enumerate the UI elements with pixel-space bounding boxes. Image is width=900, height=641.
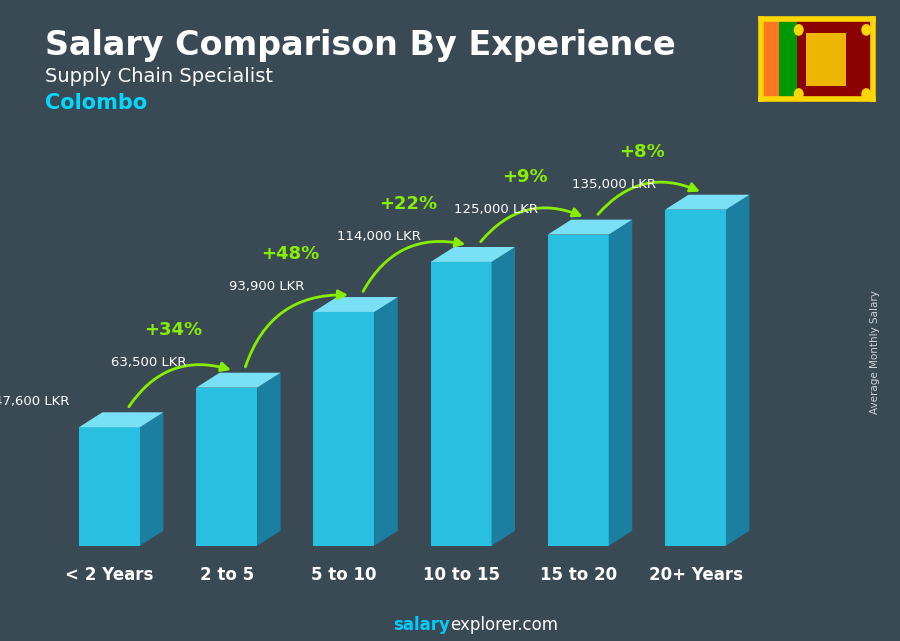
- Bar: [196, 388, 257, 545]
- Text: explorer.com: explorer.com: [450, 616, 558, 634]
- Text: 20+ Years: 20+ Years: [649, 565, 742, 584]
- Polygon shape: [140, 412, 164, 545]
- Text: 2 to 5: 2 to 5: [200, 565, 254, 584]
- Polygon shape: [608, 220, 632, 545]
- Text: +9%: +9%: [502, 168, 548, 186]
- Polygon shape: [196, 372, 281, 388]
- Text: 15 to 20: 15 to 20: [540, 565, 617, 584]
- Polygon shape: [430, 247, 515, 262]
- Bar: [430, 262, 491, 545]
- Text: +22%: +22%: [379, 195, 436, 213]
- Bar: [778, 19, 796, 99]
- Text: 5 to 10: 5 to 10: [311, 565, 376, 584]
- Polygon shape: [491, 247, 515, 545]
- Text: 135,000 LKR: 135,000 LKR: [572, 178, 656, 191]
- Text: Salary Comparison By Experience: Salary Comparison By Experience: [45, 29, 676, 62]
- Polygon shape: [257, 372, 281, 545]
- Text: salary: salary: [393, 616, 450, 634]
- Text: +8%: +8%: [619, 143, 665, 161]
- Text: +48%: +48%: [262, 246, 320, 263]
- Text: Supply Chain Specialist: Supply Chain Specialist: [45, 67, 273, 87]
- Circle shape: [861, 24, 871, 36]
- Bar: [796, 19, 873, 99]
- Bar: [665, 210, 726, 545]
- Text: Colombo: Colombo: [45, 93, 148, 113]
- Text: 93,900 LKR: 93,900 LKR: [229, 280, 304, 293]
- Bar: [806, 33, 846, 86]
- Circle shape: [794, 24, 804, 36]
- Bar: [313, 312, 374, 545]
- Polygon shape: [665, 195, 750, 210]
- Text: +34%: +34%: [144, 321, 202, 339]
- Bar: [79, 428, 140, 545]
- Polygon shape: [548, 220, 632, 235]
- Polygon shape: [374, 297, 398, 545]
- Polygon shape: [726, 195, 750, 545]
- Text: 63,500 LKR: 63,500 LKR: [112, 356, 187, 369]
- Text: 114,000 LKR: 114,000 LKR: [338, 230, 421, 243]
- Bar: [548, 235, 608, 545]
- Text: < 2 Years: < 2 Years: [66, 565, 154, 584]
- Circle shape: [794, 88, 804, 100]
- Polygon shape: [79, 412, 164, 428]
- Polygon shape: [313, 297, 398, 312]
- Text: 10 to 15: 10 to 15: [423, 565, 500, 584]
- Bar: [760, 19, 778, 99]
- Text: 47,600 LKR: 47,600 LKR: [0, 395, 69, 408]
- Text: 125,000 LKR: 125,000 LKR: [454, 203, 538, 215]
- Text: Average Monthly Salary: Average Monthly Salary: [869, 290, 880, 415]
- Circle shape: [861, 88, 871, 100]
